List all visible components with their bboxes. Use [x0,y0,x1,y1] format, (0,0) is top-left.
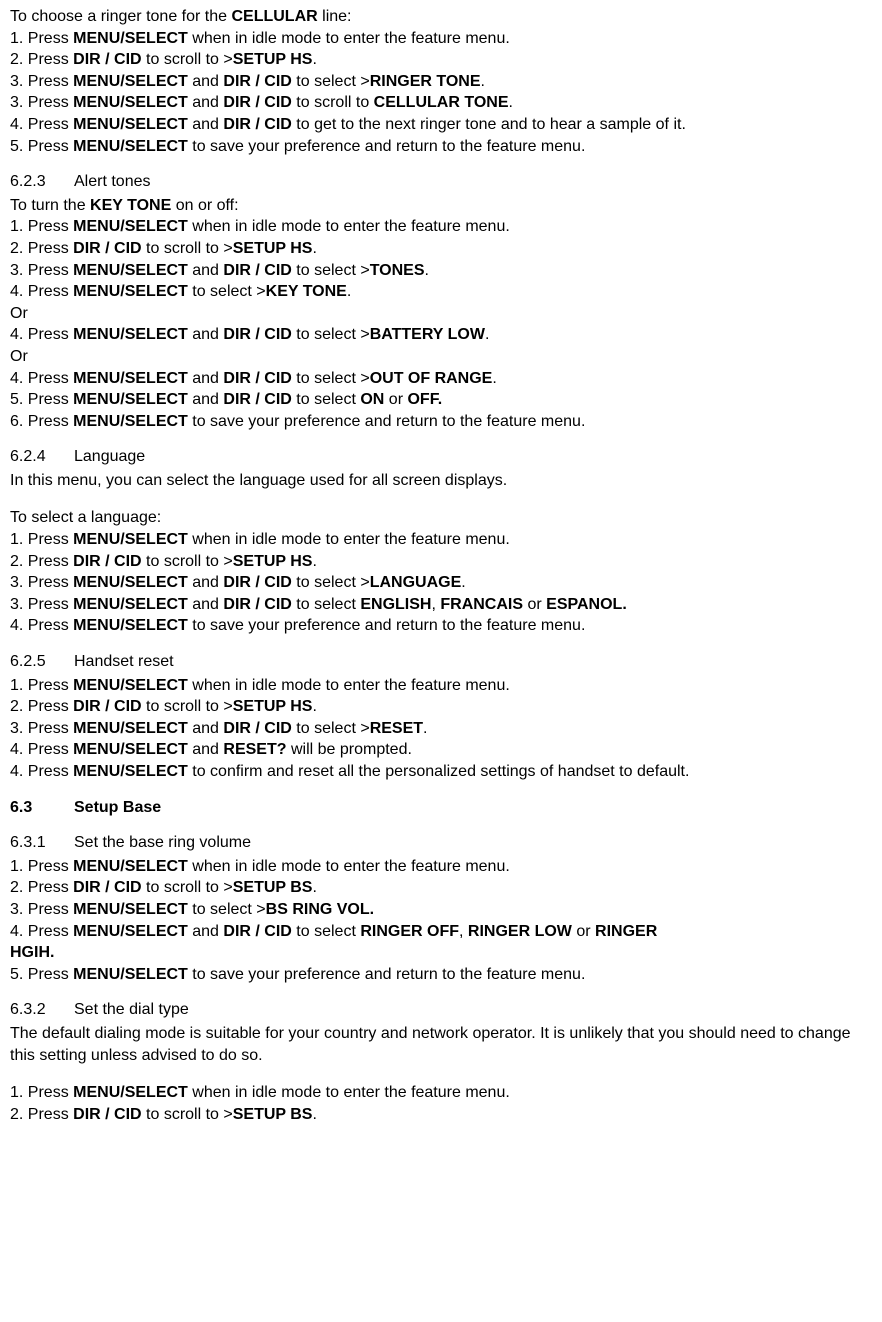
text-line: 4. Press MENU/SELECT to select >KEY TONE… [10,281,872,303]
text-line: 2. Press DIR / CID to scroll to >SETUP B… [10,877,872,899]
text-line: 5. Press MENU/SELECT to save your prefer… [10,964,872,986]
text-line: 1. Press MENU/SELECT when in idle mode t… [10,28,872,50]
text-line: To turn the KEY TONE on or off: [10,195,872,217]
text-line: 2. Press DIR / CID to scroll to >SETUP B… [10,1104,872,1126]
text-line: 1. Press MENU/SELECT when in idle mode t… [10,675,872,697]
section-heading: 6.3.2Set the dial type [10,999,872,1021]
text-line: 1. Press MENU/SELECT when in idle mode t… [10,529,872,551]
text-line: 4. Press MENU/SELECT and DIR / CID to se… [10,921,872,943]
section-heading-bold: 6.3Setup Base [10,797,872,819]
text-line: The default dialing mode is suitable for… [10,1023,872,1066]
text-line: 2. Press DIR / CID to scroll to >SETUP H… [10,238,872,260]
text-line: 4. Press MENU/SELECT and RESET? will be … [10,739,872,761]
section-heading: 6.2.5Handset reset [10,651,872,673]
text-line: 1. Press MENU/SELECT when in idle mode t… [10,856,872,878]
text-line: Or [10,303,872,325]
text-line: 1. Press MENU/SELECT when in idle mode t… [10,216,872,238]
text-line: To choose a ringer tone for the CELLULAR… [10,6,872,28]
text-line: 3. Press MENU/SELECT and DIR / CID to sc… [10,92,872,114]
text-line: HGIH. [10,942,872,964]
text-line: 4. Press MENU/SELECT to save your prefer… [10,615,872,637]
text-line: 1. Press MENU/SELECT when in idle mode t… [10,1082,872,1104]
section-heading: 6.2.4Language [10,446,872,468]
text-line: 3. Press MENU/SELECT and DIR / CID to se… [10,71,872,93]
text-line: 3. Press MENU/SELECT and DIR / CID to se… [10,718,872,740]
text-line: 4. Press MENU/SELECT and DIR / CID to se… [10,368,872,390]
text-line: 4. Press MENU/SELECT to confirm and rese… [10,761,872,783]
text-line: 3. Press MENU/SELECT to select >BS RING … [10,899,872,921]
text-line: 3. Press MENU/SELECT and DIR / CID to se… [10,572,872,594]
text-line: To select a language: [10,507,872,529]
text-line: 3. Press MENU/SELECT and DIR / CID to se… [10,260,872,282]
text-line: 3. Press MENU/SELECT and DIR / CID to se… [10,594,872,616]
text-line: 4. Press MENU/SELECT and DIR / CID to se… [10,324,872,346]
text-line: 5. Press MENU/SELECT to save your prefer… [10,136,872,158]
text-line: In this menu, you can select the languag… [10,470,872,492]
text-line: 2. Press DIR / CID to scroll to >SETUP H… [10,696,872,718]
text-line: 2. Press DIR / CID to scroll to >SETUP H… [10,49,872,71]
text-line: 5. Press MENU/SELECT and DIR / CID to se… [10,389,872,411]
text-line: 4. Press MENU/SELECT and DIR / CID to ge… [10,114,872,136]
section-heading: 6.3.1Set the base ring volume [10,832,872,854]
text-line: 6. Press MENU/SELECT to save your prefer… [10,411,872,433]
text-line: Or [10,346,872,368]
section-heading: 6.2.3Alert tones [10,171,872,193]
text-line: 2. Press DIR / CID to scroll to >SETUP H… [10,551,872,573]
